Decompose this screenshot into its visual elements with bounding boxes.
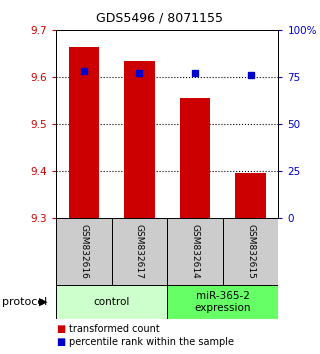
Bar bbox=[68, 46, 99, 218]
Text: ■: ■ bbox=[56, 337, 65, 347]
Text: GSM832614: GSM832614 bbox=[190, 224, 199, 279]
Text: ▶: ▶ bbox=[39, 297, 47, 307]
Text: percentile rank within the sample: percentile rank within the sample bbox=[69, 337, 234, 347]
Text: ■: ■ bbox=[56, 324, 65, 333]
Bar bbox=[167, 285, 278, 319]
Bar bbox=[112, 218, 167, 285]
Bar bbox=[56, 218, 112, 285]
Text: control: control bbox=[93, 297, 130, 307]
Bar bbox=[124, 61, 155, 218]
Bar bbox=[56, 285, 167, 319]
Text: GSM832617: GSM832617 bbox=[135, 224, 144, 279]
Bar bbox=[223, 218, 278, 285]
Bar bbox=[235, 173, 266, 218]
Text: GSM832615: GSM832615 bbox=[246, 224, 255, 279]
Text: GSM832616: GSM832616 bbox=[79, 224, 88, 279]
Text: protocol: protocol bbox=[2, 297, 47, 307]
Text: GDS5496 / 8071155: GDS5496 / 8071155 bbox=[97, 11, 223, 24]
Text: transformed count: transformed count bbox=[69, 324, 160, 333]
Text: miR-365-2
expression: miR-365-2 expression bbox=[195, 291, 251, 313]
Bar bbox=[167, 218, 223, 285]
Bar bbox=[180, 98, 210, 218]
